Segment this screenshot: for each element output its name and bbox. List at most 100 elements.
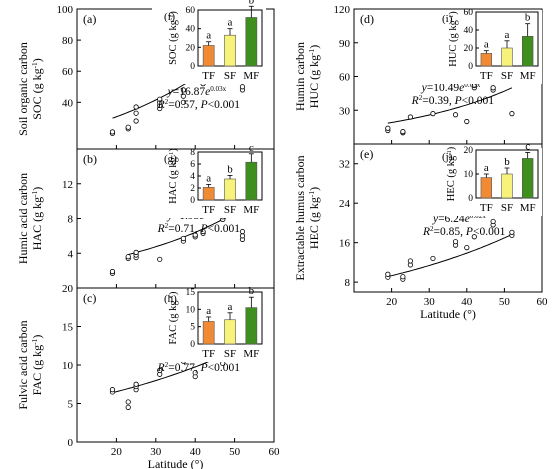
data-point <box>452 112 459 118</box>
y-tick-label: 12 <box>62 179 73 191</box>
inset-category-label: SF <box>224 70 236 82</box>
data-point <box>133 104 139 110</box>
fit-r2: R2=0.77, P<0.001 <box>157 361 241 374</box>
data-point <box>200 228 206 235</box>
inset-y-axis-label: HEC (g kg-1) <box>446 146 458 201</box>
y-tick-label: 90 <box>339 38 351 50</box>
inset-bar-sf <box>224 319 236 345</box>
y-tick-label: 20 <box>62 283 74 295</box>
inset-y-tick-label: 40 <box>186 25 196 35</box>
data-point <box>385 271 391 277</box>
data-point <box>464 245 470 251</box>
data-point <box>109 387 116 393</box>
data-point <box>509 229 515 235</box>
data-point <box>180 93 186 99</box>
x-tick-label: 50 <box>229 446 241 458</box>
y-axis-label-line1: Soil organic carbon <box>16 42 30 136</box>
inset-y-tick-label: 20 <box>464 44 474 54</box>
y-tick-label: 30 <box>339 105 351 117</box>
data-point <box>109 129 116 135</box>
inset-y-axis-label: HUC (g kg-1) <box>448 11 460 67</box>
data-point <box>239 233 246 239</box>
y-axis-label: Extractable humus carbon HEC (g kg-1) <box>293 155 321 280</box>
inset-bar-tf <box>480 177 493 199</box>
data-point <box>125 399 131 405</box>
data-point <box>192 370 198 376</box>
inset-i: 0 20 40 60 HUC (g kg-1)(i) a TF a SF b MF <box>430 8 542 84</box>
data-point <box>239 84 246 90</box>
inset-y-tick-label: 20 <box>464 146 474 156</box>
x-tick-label: 30 <box>424 296 436 308</box>
inset-category-label: MF <box>243 70 259 82</box>
y-axis-label: Humin carbon HUC (g kg-1) <box>293 42 321 111</box>
y-tick-label: 60 <box>339 72 351 84</box>
inset-y-tick-label: 0 <box>190 62 195 72</box>
inset-bar-tf <box>202 45 215 67</box>
inset-bar-sf <box>501 47 513 67</box>
fit-r2: R2=0.39, P<0.001 <box>411 94 495 107</box>
inset-bar-mf <box>521 35 534 67</box>
data-point <box>180 235 186 242</box>
inset-h: 0 5 10 15 FAC (g kg-1)(h) a TF a SF b MF <box>152 285 266 362</box>
inset-bar-sf <box>501 173 513 199</box>
fit-curve <box>387 234 513 278</box>
inset-category-label: SF <box>224 348 236 360</box>
x-tick-label: 30 <box>150 446 162 458</box>
panel-label: (a) <box>83 12 96 26</box>
inset-y-tick-label: 10 <box>464 170 474 180</box>
inset-y-tick-label: 60 <box>186 6 196 16</box>
inset-y-tick-label: 40 <box>464 26 474 36</box>
inset-y-axis-label-text: HAC (g kg-1) <box>168 148 180 204</box>
inset-category-label: TF <box>480 202 493 214</box>
inset-category-label: MF <box>520 70 536 82</box>
data-point <box>400 274 406 280</box>
inset-category-label: SF <box>224 204 236 216</box>
x-axis-label: Latitude (°) <box>148 457 204 469</box>
inset-significance-letter: a <box>206 305 211 317</box>
inset-y-axis-label-text: HEC (g kg-1) <box>446 146 458 201</box>
fit-equation: y=10.49e0.03x <box>421 81 481 94</box>
inset-y-tick-label: 15 <box>186 288 196 298</box>
inset-significance-letter: a <box>206 30 211 42</box>
data-point <box>133 110 139 116</box>
y-tick-label: 80 <box>62 35 74 47</box>
inset-significance-letter: a <box>484 162 489 174</box>
inset-category-label: TF <box>202 348 215 360</box>
data-point <box>180 87 186 93</box>
inset-f: 0 20 40 60 SOC (g kg-1)(f) a TF a SF b MF <box>152 0 266 84</box>
inset-y-axis-label: HAC (g kg-1) <box>168 148 180 204</box>
data-point <box>430 111 436 117</box>
data-point <box>192 232 198 238</box>
inset-significance-letter: b <box>249 0 255 6</box>
y-axis-label-line1: Fulvic acid carbon <box>16 320 30 409</box>
y-tick-label: 24 <box>339 198 351 210</box>
inset-y-tick-label: 0 <box>190 340 195 350</box>
y-tick-label: 60 <box>62 66 74 78</box>
inset-category-label: TF <box>202 70 215 82</box>
data-point <box>407 114 413 120</box>
panel-label: (d) <box>360 12 374 26</box>
panel-label: (c) <box>83 291 96 305</box>
inset-y-axis-label-text: SOC (g kg-1) <box>168 11 180 65</box>
fit-equation: y=16.87e0.03x <box>167 85 227 98</box>
inset-y-tick-label: 8 <box>190 148 195 158</box>
inset-bar-sf <box>224 34 236 67</box>
data-point <box>125 254 131 260</box>
panel-label: (b) <box>83 152 97 166</box>
data-point <box>157 256 163 262</box>
inset-significance-letter: c <box>249 142 254 154</box>
y-axis-label-line1: Humic acid carbon <box>16 173 30 264</box>
inset-g: 0 2 4 6 8 HAC (g kg-1)(g) a TF b SF c MF <box>152 142 266 218</box>
inset-significance-letter: a <box>484 39 489 51</box>
y-axis-label-line2: HAC (g kg-1) <box>30 187 45 251</box>
inset-significance-letter: c <box>525 140 530 152</box>
fit-curve <box>387 87 513 124</box>
y-tick-label: 8 <box>68 214 74 226</box>
data-point <box>471 234 477 240</box>
inset-y-axis-label: SOC (g kg-1) <box>168 11 180 65</box>
inset-y-axis-label-text: HUC (g kg-1) <box>448 11 460 67</box>
y-axis-label-line1: Extractable humus carbon <box>293 155 307 280</box>
inset-category-label: SF <box>501 202 513 214</box>
